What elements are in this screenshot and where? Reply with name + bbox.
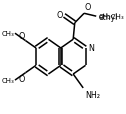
Text: CH₂CH₃: CH₂CH₃ bbox=[99, 14, 124, 20]
Text: CH₃: CH₃ bbox=[1, 31, 14, 37]
Text: O: O bbox=[18, 31, 25, 40]
Text: O: O bbox=[85, 3, 91, 12]
Text: N: N bbox=[89, 44, 95, 53]
Text: O: O bbox=[18, 74, 25, 83]
Text: ethyl: ethyl bbox=[99, 13, 118, 21]
Text: NH₂: NH₂ bbox=[86, 90, 101, 99]
Text: O: O bbox=[56, 11, 63, 20]
Text: CH₃: CH₃ bbox=[1, 77, 14, 83]
